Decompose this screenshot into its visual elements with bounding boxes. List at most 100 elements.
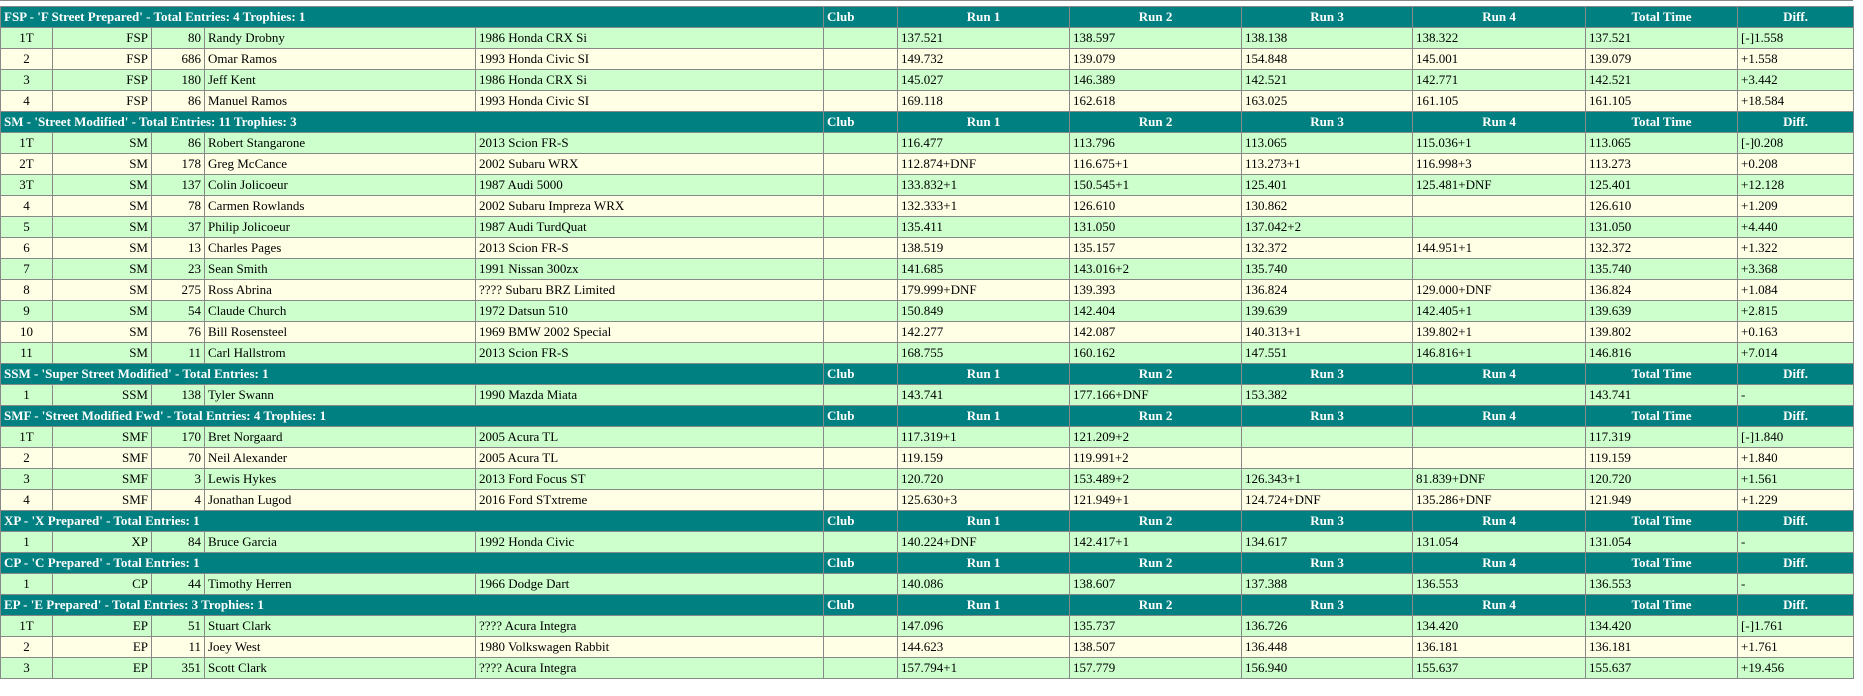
run-time: 142.087 — [1069, 321, 1243, 343]
run-time — [1412, 258, 1587, 280]
total-time: 119.159 — [1585, 447, 1739, 469]
column-header: Run 3 — [1241, 510, 1414, 532]
car-number: 84 — [151, 531, 205, 553]
total-time: 120.720 — [1585, 468, 1739, 490]
total-time: 131.050 — [1585, 216, 1739, 238]
run-time: 113.065 — [1241, 132, 1414, 154]
driver: Claude Church — [204, 300, 476, 322]
run-time: 156.940 — [1241, 657, 1414, 679]
club — [823, 69, 899, 91]
driver: Jeff Kent — [204, 69, 476, 91]
position: 3 — [0, 468, 53, 490]
column-header: Run 2 — [1069, 111, 1243, 133]
run-time: 160.162 — [1069, 342, 1243, 364]
total-time: 139.802 — [1585, 321, 1739, 343]
section-title: SM - 'Street Modified' - Total Entries: … — [0, 111, 825, 133]
total-time: 146.816 — [1585, 342, 1739, 364]
class: SM — [52, 237, 152, 259]
section-title: SSM - 'Super Street Modified' - Total En… — [0, 363, 825, 385]
column-header: Total Time — [1585, 552, 1739, 574]
club — [823, 531, 899, 553]
diff: - — [1737, 573, 1855, 595]
column-header: Run 1 — [897, 510, 1071, 532]
car-number: 37 — [151, 216, 205, 238]
run-time: 162.618 — [1069, 90, 1243, 112]
column-header: Run 2 — [1069, 6, 1243, 28]
driver: Carl Hallstrom — [204, 342, 476, 364]
car-number: 351 — [151, 657, 205, 679]
result-row: 2 EP 11 Joey West 1980 Volkswagen Rabbit 144.… — [0, 636, 1855, 658]
club — [823, 258, 899, 280]
column-header: Run 1 — [897, 111, 1071, 133]
class: EP — [52, 657, 152, 679]
run-time: 132.333+1 — [897, 195, 1071, 217]
column-header: Run 4 — [1412, 510, 1587, 532]
run-time: 135.157 — [1069, 237, 1243, 259]
column-header: Total Time — [1585, 594, 1739, 616]
column-header: Diff. — [1737, 363, 1855, 385]
run-time: 153.489+2 — [1069, 468, 1243, 490]
run-time: 138.519 — [897, 237, 1071, 259]
class: FSP — [52, 27, 152, 49]
column-header: Club — [823, 510, 899, 532]
column-header: Club — [823, 552, 899, 574]
run-time: 139.639 — [1241, 300, 1414, 322]
run-time: 140.224+DNF — [897, 531, 1071, 553]
column-header: Run 1 — [897, 405, 1071, 427]
results-container: FSP - 'F Street Prepared' - Total Entrie… — [0, 0, 1855, 679]
column-header: Diff. — [1737, 594, 1855, 616]
club — [823, 153, 899, 175]
car-number: 178 — [151, 153, 205, 175]
run-time: 81.839+DNF — [1412, 468, 1587, 490]
car-number: 51 — [151, 615, 205, 637]
run-time: 131.050 — [1069, 216, 1243, 238]
run-time: 130.862 — [1241, 195, 1414, 217]
total-time: 121.949 — [1585, 489, 1739, 511]
car: ???? Acura Integra — [474, 615, 825, 637]
column-header: Run 1 — [897, 594, 1071, 616]
car: ???? Acura Integra — [474, 657, 825, 679]
column-header: Run 2 — [1069, 594, 1243, 616]
car: 1969 BMW 2002 Special — [474, 321, 825, 343]
run-time: 157.779 — [1069, 657, 1243, 679]
car: 2002 Subaru WRX — [474, 153, 825, 175]
diff: [-]0.208 — [1737, 132, 1855, 154]
class: SM — [52, 216, 152, 238]
position: 1 — [0, 573, 53, 595]
car-number: 170 — [151, 426, 205, 448]
result-row: 3 FSP 180 Jeff Kent 1986 Honda CRX Si 145.027… — [0, 69, 1855, 91]
run-time — [1412, 426, 1587, 448]
position: 11 — [0, 342, 53, 364]
run-time: 134.420 — [1412, 615, 1587, 637]
run-time: 132.372 — [1241, 237, 1414, 259]
run-time: 142.277 — [897, 321, 1071, 343]
class: CP — [52, 573, 152, 595]
car: 2005 Acura TL — [474, 447, 825, 469]
column-header: Run 2 — [1069, 552, 1243, 574]
result-row: 8 SM 275 Ross Abrina???? Subaru BRZ Limited… — [0, 279, 1855, 301]
result-row: 1T SM 86 Robert Stangarone 2013 Scion FR-S 11… — [0, 132, 1855, 154]
result-row: 6 SM 13 Charles Pages 2013 Scion FR-S 138.519… — [0, 237, 1855, 259]
driver: Timothy Herren — [204, 573, 476, 595]
class: SMF — [52, 426, 152, 448]
car-number: 23 — [151, 258, 205, 280]
result-row: 1T EP 51 Stuart Clark???? Acura Integra 147.… — [0, 615, 1855, 637]
car: 1980 Volkswagen Rabbit — [474, 636, 825, 658]
section-header: SM - 'Street Modified' - Total Entries: … — [0, 111, 1855, 133]
diff: +0.208 — [1737, 153, 1855, 175]
driver: Randy Drobny — [204, 27, 476, 49]
result-row: 5 SM 37 Philip Jolicoeur 1987 Audi TurdQuat 1… — [0, 216, 1855, 238]
run-time: 138.507 — [1069, 636, 1243, 658]
total-time: 117.319 — [1585, 426, 1739, 448]
total-time: 136.824 — [1585, 279, 1739, 301]
result-row: 2 SMF 70 Neil Alexander 2005 Acura TL 119.159… — [0, 447, 1855, 469]
run-time: 135.737 — [1069, 615, 1243, 637]
total-time: 126.610 — [1585, 195, 1739, 217]
position: 4 — [0, 195, 53, 217]
car-number: 54 — [151, 300, 205, 322]
club — [823, 615, 899, 637]
driver: Colin Jolicoeur — [204, 174, 476, 196]
column-header: Run 3 — [1241, 552, 1414, 574]
car-number: 138 — [151, 384, 205, 406]
run-time: 177.166+DNF — [1069, 384, 1243, 406]
